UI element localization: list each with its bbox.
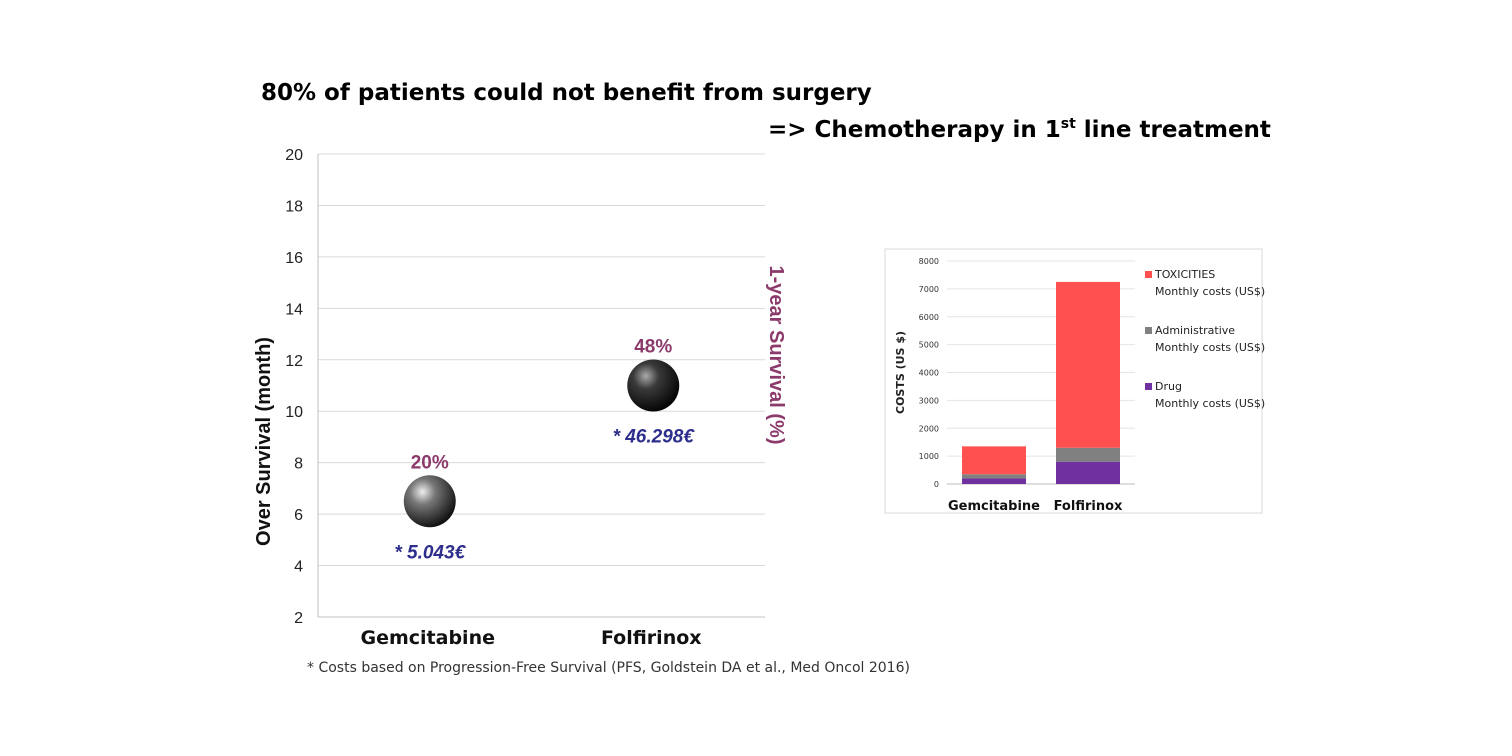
headline-chemotherapy: => Chemotherapy in 1st line treatment	[768, 116, 1271, 143]
legend-item-toxicities: TOXICITIES Monthly costs (US$)	[1145, 266, 1265, 300]
survival-y-tick-label: 6	[294, 507, 303, 524]
survival-cost-label: * 5.043€	[394, 542, 466, 563]
survival-y-axis-title: Over Survival (month)	[253, 337, 275, 546]
cost-y-tick-label: 7000	[919, 285, 939, 294]
legend-item-administrative: Administrative Monthly costs (US$)	[1145, 322, 1265, 356]
survival-y-tick-label: 8	[294, 456, 303, 473]
survival-percent-label: 20%	[411, 452, 449, 473]
survival-y-tick-label: 10	[285, 404, 303, 421]
survival-y-tick-label: 2	[294, 610, 303, 627]
headline-chemo-suffix: line treatment	[1075, 117, 1271, 143]
cost-bar-segment-drug	[962, 478, 1026, 484]
survival-secondary-axis-title: 1-year Survival (%)	[765, 266, 787, 445]
legend-series-unit: Monthly costs (US$)	[1155, 341, 1266, 354]
legend-item-drug: Drug Monthly costs (US$)	[1145, 378, 1265, 412]
headline-chemo-prefix: => Chemotherapy in 1	[768, 117, 1061, 143]
legend-swatch	[1145, 271, 1152, 278]
survival-y-tick-label: 18	[285, 198, 303, 215]
legend-series-name: Administrative	[1155, 324, 1236, 337]
survival-y-tick-label: 14	[285, 301, 303, 318]
survival-point	[403, 475, 456, 528]
cost-y-tick-label: 1000	[919, 452, 939, 461]
survival-cost-label: * 46.298€	[613, 427, 696, 448]
cost-y-tick-label: 8000	[919, 257, 939, 266]
headline-surgery: 80% of patients could not benefit from s…	[261, 80, 872, 106]
legend-swatch	[1145, 383, 1152, 390]
cost-x-tick-label: Gemcitabine	[948, 499, 1040, 514]
legend-series-name: TOXICITIES	[1155, 268, 1216, 281]
legend-swatch	[1145, 327, 1152, 334]
cost-y-tick-label: 2000	[919, 424, 939, 433]
cost-bar-segment-administrative	[962, 474, 1026, 479]
survival-y-tick-label: 12	[285, 353, 303, 370]
survival-y-tick-label: 16	[285, 250, 303, 267]
footnote: * Costs based on Progression-Free Surviv…	[307, 660, 910, 676]
legend-series-unit: Monthly costs (US$)	[1155, 285, 1266, 298]
cost-y-tick-label: 3000	[919, 396, 939, 405]
cost-x-tick-label: Folfirinox	[1054, 499, 1123, 514]
cost-bar-segment-drug	[1056, 461, 1120, 484]
legend-series-name: Drug	[1155, 380, 1182, 393]
survival-x-tick-label: Folfirinox	[601, 627, 702, 649]
headline-chemo-sup: st	[1060, 116, 1076, 132]
cost-y-tick-label: 5000	[919, 341, 939, 350]
cost-bar-segment-toxicities	[1056, 281, 1120, 448]
survival-y-tick-label: 20	[285, 147, 303, 164]
cost-y-tick-label: 4000	[919, 369, 939, 378]
survival-y-tick-label: 4	[294, 559, 303, 576]
survival-percent-label: 48%	[634, 337, 672, 358]
cost-chart-legend: TOXICITIES Monthly costs (US$) Administrat…	[1145, 266, 1265, 412]
cost-y-axis-title: COSTS (US $)	[894, 331, 907, 414]
cost-bar-segment-toxicities	[962, 446, 1026, 475]
cost-bar-segment-administrative	[1056, 447, 1120, 462]
survival-point	[627, 359, 680, 412]
cost-y-tick-label: 0	[934, 480, 939, 489]
cost-y-tick-label: 6000	[919, 313, 939, 322]
survival-x-tick-label: Gemcitabine	[361, 627, 495, 649]
legend-series-unit: Monthly costs (US$)	[1155, 397, 1266, 410]
